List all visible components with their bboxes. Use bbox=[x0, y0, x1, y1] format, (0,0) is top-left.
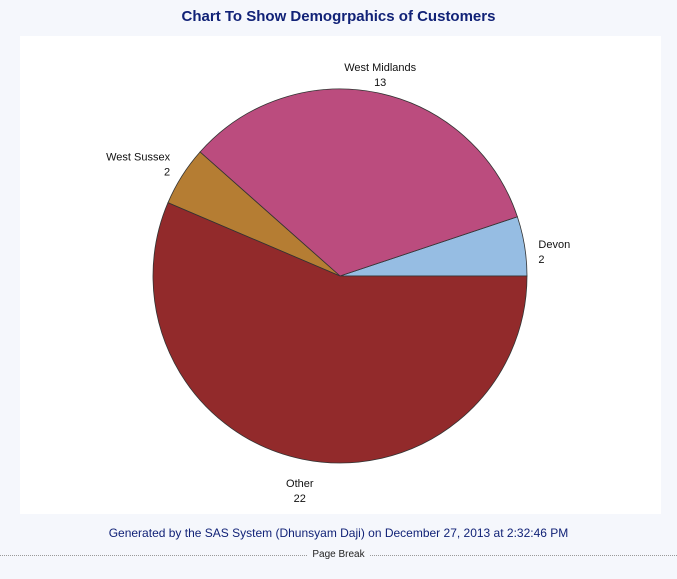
slice-label-other: Other 22 bbox=[286, 478, 314, 505]
slice-value-label: 13 bbox=[374, 77, 386, 89]
slice-label-west-midlands: West Midlands 13 bbox=[344, 62, 416, 89]
footer-note: Generated by the SAS System (Dhunsyam Da… bbox=[108, 526, 569, 540]
slice-value-label: 2 bbox=[164, 167, 170, 179]
pie-slice-other bbox=[152, 202, 528, 464]
slice-value-label: 2 bbox=[538, 254, 544, 266]
page-break-text: Page Break bbox=[308, 549, 369, 560]
slice-name-label: West Sussex bbox=[106, 152, 170, 164]
slice-name-label: West Midlands bbox=[344, 62, 416, 74]
pie-chart: Devon 2 West Midlands 13 West Sussex 2 Other 22 bbox=[106, 62, 570, 505]
slice-name-label: Devon bbox=[538, 239, 570, 251]
slice-label-west-sussex: West Sussex 2 bbox=[106, 152, 170, 179]
chart-panel: Devon 2 West Midlands 13 West Sussex 2 Other 22 bbox=[20, 36, 661, 514]
chart-title: Chart To Show Demogrpahics of Customers bbox=[181, 8, 496, 25]
page-break-label: Page Break bbox=[0, 549, 677, 560]
pie-slice-west-midlands bbox=[199, 88, 518, 277]
slice-value-label: 22 bbox=[294, 493, 306, 505]
slice-name-label: Other bbox=[286, 478, 314, 490]
slice-label-devon: Devon 2 bbox=[538, 239, 570, 266]
